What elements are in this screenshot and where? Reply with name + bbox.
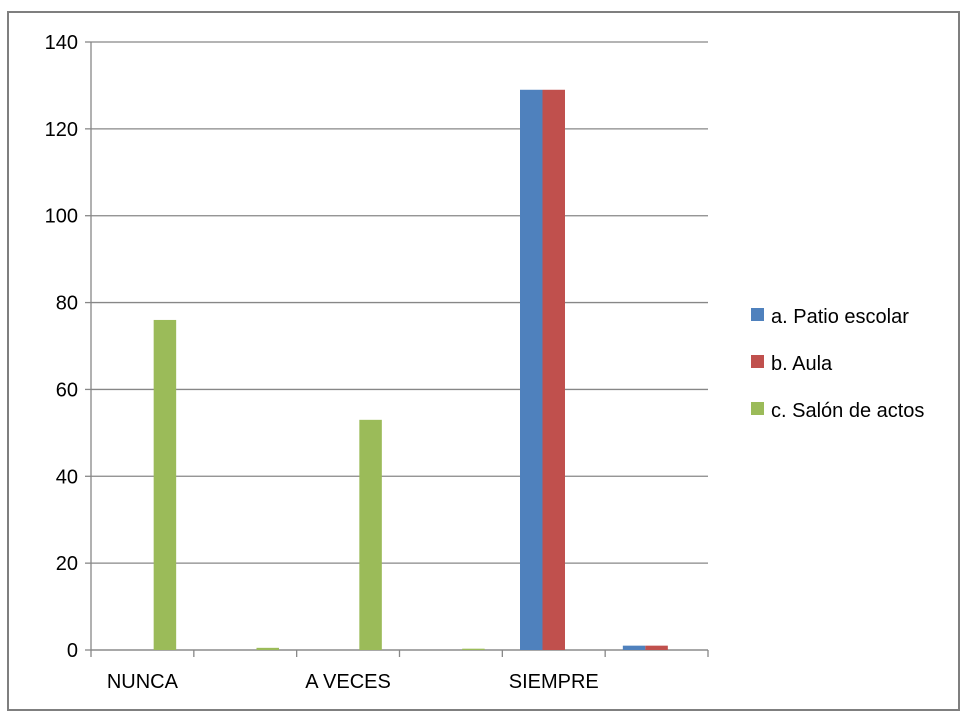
bar-cat5-series-0 xyxy=(622,645,646,650)
y-tick-label-0: 0 xyxy=(67,640,78,662)
bar-nunca-series-2 xyxy=(153,319,177,650)
legend-label-0: a. Patio escolar xyxy=(771,306,909,328)
y-tick-label-60: 60 xyxy=(56,379,78,401)
y-tick-label-20: 20 xyxy=(56,553,78,575)
x-tick-label-a-veces: A VECES xyxy=(305,671,391,693)
bar-siempre-series-1 xyxy=(542,89,565,651)
legend-label-2: c. Salón de actos xyxy=(771,400,924,422)
y-tick-label-40: 40 xyxy=(56,466,78,488)
legend-label-1: b. Aula xyxy=(771,353,833,375)
y-tick-label-140: 140 xyxy=(45,32,78,54)
y-tick-label-80: 80 xyxy=(56,293,78,315)
y-tick-label-120: 120 xyxy=(45,119,78,141)
legend-swatch-0 xyxy=(751,308,764,321)
x-tick-label-siempre: SIEMPRE xyxy=(509,671,599,693)
bar-cat5-series-1 xyxy=(645,645,668,650)
y-tick-label-100: 100 xyxy=(45,206,78,228)
bar-a-veces-series-2 xyxy=(359,419,382,650)
legend-swatch-1 xyxy=(751,355,764,368)
bar-siempre-series-0 xyxy=(520,89,543,651)
bar-cat3-series-2 xyxy=(462,648,485,650)
x-tick-label-nunca: NUNCA xyxy=(107,671,179,693)
bar-cat1-series-2 xyxy=(256,647,279,650)
legend-swatch-2 xyxy=(751,402,764,415)
